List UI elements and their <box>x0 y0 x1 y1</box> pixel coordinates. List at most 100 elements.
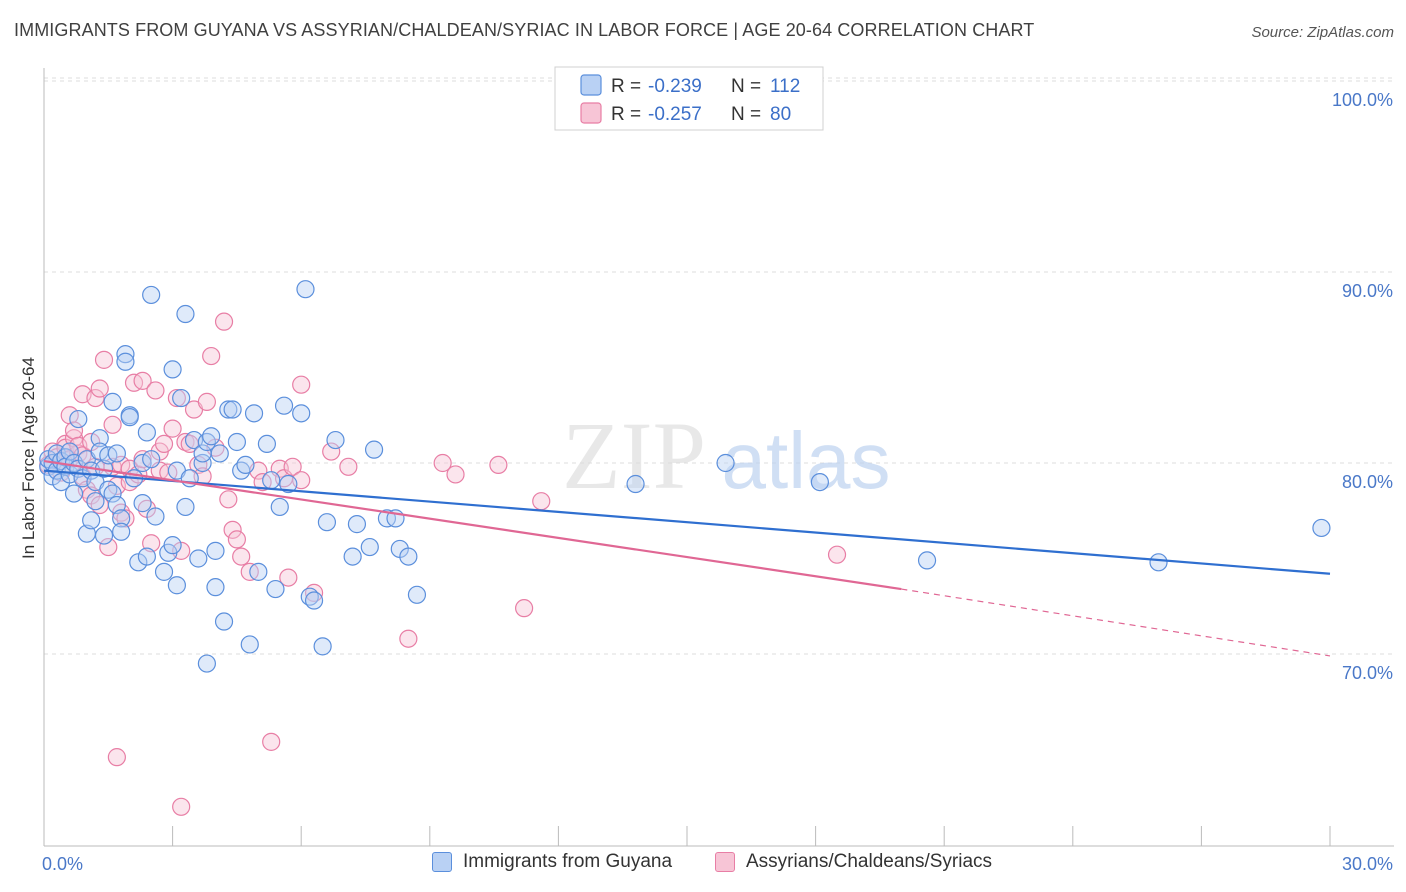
guyana-point <box>172 388 191 408</box>
guyana-point <box>917 551 937 570</box>
axes <box>43 68 1394 847</box>
guyana-point <box>240 635 259 654</box>
assyrian-point <box>827 545 847 564</box>
assyrian-point <box>154 434 174 453</box>
guyana-point <box>407 585 427 604</box>
guyana-point <box>120 408 139 427</box>
trend-line-assyrian <box>43 460 902 591</box>
legend-n-label-pink: N = <box>731 104 761 125</box>
guyana-point <box>176 304 195 324</box>
assyrian-point <box>214 312 234 331</box>
guyana-point <box>90 429 109 448</box>
guyana-point <box>810 473 829 492</box>
guyana-point <box>189 549 208 568</box>
guyana-point <box>116 345 135 364</box>
assyrian-point <box>322 442 341 461</box>
guyana-point <box>343 547 362 566</box>
guyana-point <box>137 547 156 566</box>
guyana-point <box>626 474 645 494</box>
guyana-point <box>60 442 79 461</box>
assyrian-point <box>515 599 534 618</box>
guyana-point <box>360 537 379 557</box>
bottom-legend-swatch-pink <box>715 852 735 872</box>
assyrian-point <box>133 371 152 390</box>
assyrian-point <box>142 534 161 553</box>
y-tick-label-100: 100.0% <box>1332 90 1393 110</box>
guyana-point <box>1149 553 1168 572</box>
assyrian-point <box>292 375 311 394</box>
guyana-point <box>163 536 182 555</box>
guyana-point <box>399 547 418 566</box>
y-axis-title: In Labor Force | Age 20-64 <box>19 357 38 559</box>
guyana-point <box>133 453 152 473</box>
guyana-point <box>249 562 268 581</box>
guyana-point <box>154 562 174 581</box>
assyrian-point <box>433 453 452 473</box>
assyrian-point <box>227 530 246 549</box>
guyana-point <box>202 427 221 446</box>
watermark-atlas: atlas <box>722 416 891 505</box>
chart-title: IMMIGRANTS FROM GUYANA VS ASSYRIAN/CHALD… <box>14 20 1035 40</box>
assyrian-point <box>99 537 118 557</box>
assyrian-point <box>532 492 551 511</box>
x-tick-label-min: 0.0% <box>42 854 83 874</box>
guyana-point <box>347 515 367 534</box>
guyana-point <box>82 511 101 530</box>
bottom-legend-item-guyana: Immigrants from Guyana <box>432 851 672 873</box>
trend-line-guyana <box>43 469 1331 575</box>
guyana-point <box>317 513 337 532</box>
legend-n-value-pink: 80 <box>770 104 791 125</box>
guyana-point <box>279 474 298 494</box>
guyana-point <box>112 509 131 528</box>
guyana-point <box>219 400 238 419</box>
guyana-point <box>206 578 225 597</box>
guyana-point <box>103 392 122 411</box>
assyrian-point <box>103 415 122 434</box>
guyana-point <box>146 507 165 526</box>
guyana-point <box>116 352 135 371</box>
assyrian-point <box>262 732 281 751</box>
trend-lines <box>43 460 1331 657</box>
tick-labels: 70.0% 80.0% 90.0% 100.0% 0.0% 30.0% <box>42 90 1393 874</box>
x-tick-label-max: 30.0% <box>1342 854 1393 874</box>
guyana-point <box>112 522 131 541</box>
guyana-point <box>262 471 281 490</box>
assyrian-point <box>339 457 358 476</box>
guyana-point <box>142 285 161 305</box>
bottom-legend-label-guyana: Immigrants from Guyana <box>463 851 673 872</box>
y-tick-label-80: 80.0% <box>1342 472 1393 492</box>
guyana-point <box>313 637 332 656</box>
guyana-point <box>133 494 152 513</box>
guyana-point <box>86 492 105 511</box>
guyana-point <box>716 453 735 473</box>
guyana-point <box>107 444 126 463</box>
guyana-point <box>103 484 122 503</box>
legend-r-label-blue: R = <box>611 76 641 97</box>
guyana-point <box>364 440 384 459</box>
assyrian-point <box>94 350 114 369</box>
assyrian-point <box>219 490 238 509</box>
legend-r-value-blue: -0.239 <box>648 76 702 97</box>
guyana-point <box>167 576 186 595</box>
assyrian-point <box>116 509 135 528</box>
assyrian-point <box>399 629 418 648</box>
bottom-legend-label-assyrian: Assyrians/Chaldeans/Syriacs <box>746 851 993 872</box>
guyana-point <box>69 409 88 429</box>
watermark-zip: ZIP <box>562 402 706 509</box>
bottom-legend-swatch-blue <box>432 852 452 872</box>
guyana-point <box>107 495 126 515</box>
guyana-point <box>206 541 225 560</box>
assyrian-point <box>146 381 165 400</box>
trend-line-assyrian-extension <box>901 588 1331 657</box>
assyrian-point <box>197 392 216 411</box>
assyrian-point <box>489 455 508 475</box>
assyrian-point <box>232 547 251 566</box>
guyana-point <box>227 432 246 452</box>
guyana-point <box>266 579 285 599</box>
legend-r-value-pink: -0.257 <box>648 104 702 125</box>
assyrian-point <box>167 388 186 408</box>
guyana-point <box>142 450 161 469</box>
guyana-point <box>236 455 255 475</box>
bottom-legend-item-assyrian: Assyrians/Chaldeans/Syriacs <box>715 851 992 873</box>
